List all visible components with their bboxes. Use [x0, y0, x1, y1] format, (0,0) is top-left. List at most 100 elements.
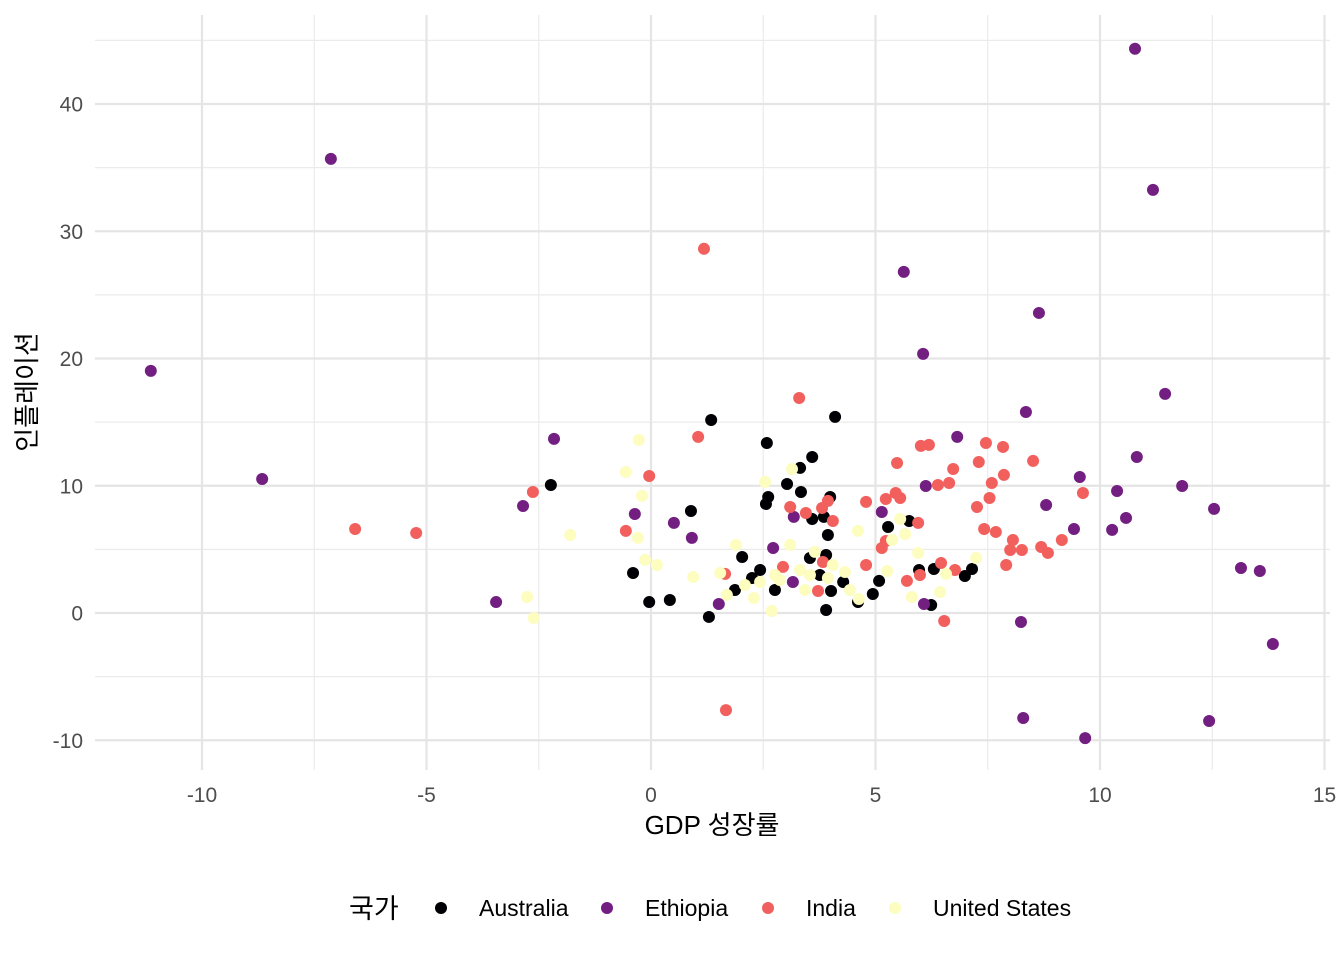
y-tick-label: 20: [60, 348, 83, 371]
x-tick-label: 15: [1313, 784, 1336, 807]
point-united-states: [619, 466, 632, 479]
point-india: [799, 506, 812, 519]
point-united-states: [650, 559, 663, 572]
point-ethiopia: [1208, 502, 1221, 515]
point-australia: [829, 410, 842, 423]
point-united-states: [851, 524, 864, 537]
point-ethiopia: [1266, 638, 1279, 651]
x-tick-label: 0: [645, 784, 657, 807]
point-ethiopia: [324, 152, 337, 165]
point-india: [900, 574, 913, 587]
point-united-states: [934, 586, 947, 599]
point-united-states: [785, 462, 798, 475]
point-ethiopia: [1146, 183, 1159, 196]
point-united-states: [803, 568, 816, 581]
point-india: [860, 559, 873, 572]
point-ethiopia: [1159, 387, 1172, 400]
point-united-states: [632, 433, 645, 446]
point-ethiopia: [1014, 616, 1027, 629]
point-ethiopia: [1203, 715, 1216, 728]
point-united-states: [754, 575, 767, 588]
point-india: [1004, 544, 1017, 557]
point-ethiopia: [1120, 511, 1133, 524]
point-india: [643, 469, 656, 482]
point-ethiopia: [1253, 565, 1266, 578]
point-ethiopia: [490, 596, 503, 609]
point-india: [1006, 533, 1019, 546]
point-australia: [825, 584, 838, 597]
point-india: [894, 491, 907, 504]
point-australia: [821, 528, 834, 541]
point-ethiopia: [919, 480, 932, 493]
point-australia: [873, 574, 886, 587]
point-australia: [702, 610, 715, 623]
point-india: [1027, 454, 1040, 467]
point-australia: [544, 478, 557, 491]
point-ethiopia: [1019, 405, 1032, 418]
point-australia: [627, 567, 640, 580]
point-india: [948, 563, 961, 576]
point-india: [972, 455, 985, 468]
point-australia: [966, 562, 979, 575]
point-india: [812, 584, 825, 597]
x-axis-label: GDP 성장률: [645, 810, 780, 840]
point-ethiopia: [256, 473, 269, 486]
x-tick-label: 10: [1088, 784, 1111, 807]
point-united-states: [912, 546, 925, 559]
point-australia: [817, 510, 830, 523]
point-india: [989, 525, 1002, 538]
point-australia: [903, 514, 916, 527]
point-united-states: [886, 533, 899, 546]
point-india: [860, 495, 873, 508]
point-united-states: [826, 559, 839, 572]
point-india: [978, 523, 991, 536]
point-australia: [643, 596, 656, 609]
point-ethiopia: [917, 347, 930, 360]
point-united-states: [639, 553, 652, 566]
point-india: [816, 555, 829, 568]
point-india: [692, 430, 705, 443]
point-india: [826, 514, 839, 527]
point-india: [891, 456, 904, 469]
point-india: [947, 462, 960, 475]
x-tick-label: -5: [417, 784, 436, 807]
point-india: [997, 468, 1010, 481]
point-ethiopia: [1130, 450, 1143, 463]
point-india: [1055, 533, 1068, 546]
point-india: [697, 242, 710, 255]
point-india: [777, 560, 790, 573]
point-australia: [705, 413, 718, 426]
y-tick-label: 40: [60, 94, 83, 117]
point-india: [912, 516, 925, 529]
point-india: [1041, 546, 1054, 559]
x-tick-label: -10: [187, 784, 217, 807]
point-india: [1015, 544, 1028, 557]
point-united-states: [687, 570, 700, 583]
point-australia: [837, 575, 850, 588]
point-united-states: [852, 593, 865, 606]
point-ethiopia: [517, 499, 530, 512]
x-tick-label: 5: [870, 784, 882, 807]
point-india: [983, 491, 996, 504]
point-united-states: [636, 489, 649, 502]
grid-lines: [95, 15, 1330, 770]
point-united-states: [838, 566, 851, 579]
point-india: [985, 476, 998, 489]
point-ethiopia: [787, 510, 800, 523]
y-axis-ticks: -10 0 10 20 30 40: [53, 94, 83, 753]
y-tick-label: 30: [60, 221, 83, 244]
point-india: [719, 704, 732, 717]
point-united-states: [894, 512, 907, 525]
point-united-states: [759, 475, 772, 488]
point-india: [349, 523, 362, 536]
point-united-states: [765, 604, 778, 617]
point-united-states: [738, 579, 751, 592]
legend-key-australia: [435, 902, 447, 914]
point-ethiopia: [548, 432, 561, 445]
point-india: [793, 391, 806, 404]
point-united-states: [773, 574, 786, 587]
point-india: [1076, 487, 1089, 500]
point-australia: [820, 603, 833, 616]
point-ethiopia: [667, 516, 680, 529]
point-ethiopia: [1040, 498, 1053, 511]
